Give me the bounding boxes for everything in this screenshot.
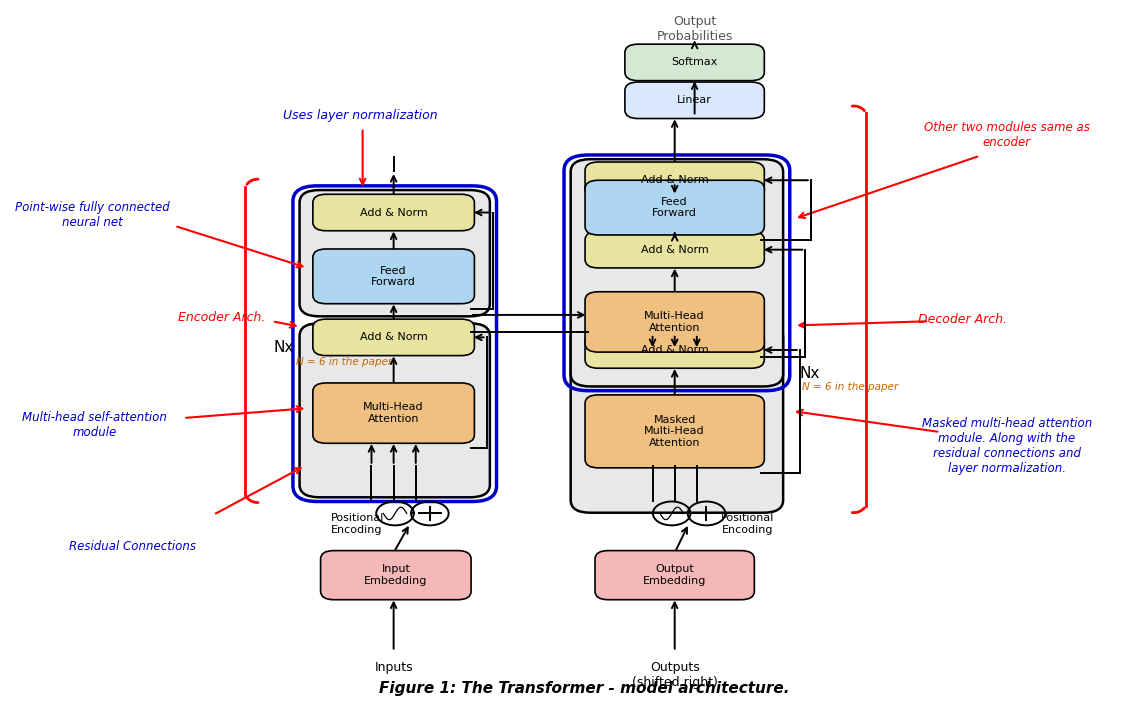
- FancyBboxPatch shape: [320, 551, 471, 600]
- FancyBboxPatch shape: [625, 44, 764, 81]
- Text: Output
Embedding: Output Embedding: [643, 564, 707, 586]
- Text: Inputs: Inputs: [374, 661, 413, 674]
- Text: Masked
Multi-Head
Attention: Masked Multi-Head Attention: [644, 415, 705, 448]
- Text: N = 6 in the paper: N = 6 in the paper: [296, 357, 392, 367]
- Text: Add & Norm: Add & Norm: [360, 332, 428, 342]
- Text: Positional
Encoding: Positional Encoding: [720, 513, 774, 534]
- Text: Outputs
(shifted right): Outputs (shifted right): [632, 661, 717, 689]
- Text: Feed
Forward: Feed Forward: [652, 197, 698, 218]
- FancyBboxPatch shape: [312, 383, 474, 443]
- FancyBboxPatch shape: [585, 395, 764, 468]
- Text: Add & Norm: Add & Norm: [641, 345, 709, 355]
- Text: Decoder Arch.: Decoder Arch.: [918, 313, 1007, 327]
- Text: Uses layer normalization: Uses layer normalization: [283, 108, 438, 122]
- Text: Add & Norm: Add & Norm: [641, 175, 709, 185]
- FancyBboxPatch shape: [571, 159, 783, 387]
- Text: Figure 1: The Transformer - model architecture.: Figure 1: The Transformer - model archit…: [378, 682, 789, 696]
- Text: Residual Connections: Residual Connections: [70, 540, 196, 553]
- Text: Point-wise fully connected
neural net: Point-wise fully connected neural net: [15, 201, 170, 228]
- Text: Other two modules same as
encoder: Other two modules same as encoder: [923, 121, 1090, 148]
- Text: Softmax: Softmax: [671, 57, 718, 67]
- FancyBboxPatch shape: [312, 194, 474, 230]
- Text: Add & Norm: Add & Norm: [641, 245, 709, 255]
- FancyBboxPatch shape: [585, 292, 764, 352]
- Text: Input
Embedding: Input Embedding: [364, 564, 428, 586]
- FancyBboxPatch shape: [585, 180, 764, 235]
- FancyBboxPatch shape: [585, 162, 764, 199]
- Text: N = 6 in the paper: N = 6 in the paper: [801, 382, 898, 392]
- FancyBboxPatch shape: [571, 325, 783, 513]
- Text: Encoder Arch.: Encoder Arch.: [179, 310, 266, 324]
- FancyBboxPatch shape: [595, 551, 755, 600]
- FancyBboxPatch shape: [312, 319, 474, 356]
- Text: Multi-Head
Attention: Multi-Head Attention: [644, 311, 705, 333]
- Text: Multi-Head
Attention: Multi-Head Attention: [364, 402, 424, 424]
- FancyBboxPatch shape: [300, 190, 490, 316]
- FancyBboxPatch shape: [300, 323, 490, 497]
- Text: Nx: Nx: [274, 340, 294, 356]
- FancyBboxPatch shape: [585, 332, 764, 368]
- FancyBboxPatch shape: [625, 82, 764, 119]
- Text: Masked multi-head attention
module. Along with the
residual connections and
laye: Masked multi-head attention module. Alon…: [921, 417, 1092, 475]
- Text: Nx: Nx: [800, 366, 820, 380]
- Text: Output
Probabilities: Output Probabilities: [657, 16, 733, 43]
- Text: Positional
Encoding: Positional Encoding: [331, 513, 384, 534]
- FancyBboxPatch shape: [312, 249, 474, 304]
- Text: Add & Norm: Add & Norm: [360, 208, 428, 218]
- Text: Feed
Forward: Feed Forward: [372, 266, 416, 287]
- Text: Multi-head self-attention
module: Multi-head self-attention module: [23, 411, 168, 439]
- FancyBboxPatch shape: [585, 231, 764, 268]
- Text: Linear: Linear: [677, 95, 712, 105]
